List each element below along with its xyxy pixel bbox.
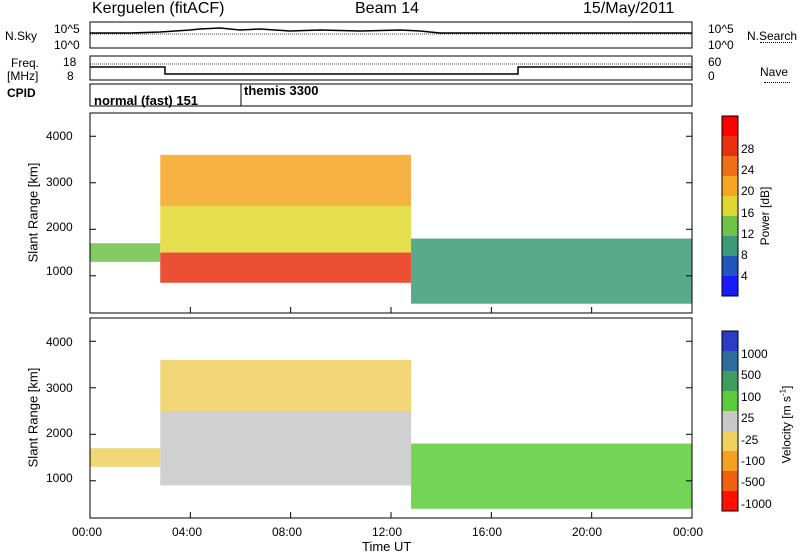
nsearch-legend-line — [760, 38, 792, 43]
power-ytick-3000: 3000 — [46, 175, 73, 189]
colorbar-swatch-1 — [722, 256, 738, 276]
nave-tick-low: 0 — [708, 69, 715, 83]
velocity-panel — [89, 317, 693, 519]
beam-title: Beam 14 — [355, 0, 420, 17]
vel-cbar-tick-m100: -100 — [741, 454, 766, 468]
nsearch-tick-low: 10^0 — [708, 38, 734, 52]
power-ytick-4000: 4000 — [46, 129, 73, 143]
colorbar-swatch-4 — [722, 411, 738, 431]
colorbar-frame — [721, 115, 739, 297]
colorbar-swatch-4 — [722, 196, 738, 216]
freq-tick-high: 18 — [63, 55, 77, 69]
freq-trace — [90, 66, 692, 75]
colorbar-swatch-6 — [722, 156, 738, 176]
vel-cbar-label: Velocity [m s-1] — [778, 375, 794, 475]
freq-tick-low: 8 — [67, 69, 74, 83]
power-cbar-label: Power [dB] — [758, 186, 772, 246]
power-ytick-1000: 1000 — [46, 264, 73, 278]
cpid-mode-themis: themis 3300 — [244, 83, 319, 98]
vel-ytick-4000: 4000 — [46, 335, 73, 349]
colorbar-swatch-3 — [722, 431, 738, 451]
colorbar-swatch-8 — [722, 331, 738, 351]
nsky-panel — [89, 21, 693, 49]
cpid-mode-normal: normal (fast) 151 — [94, 93, 199, 108]
power-cbar-tick-4: 4 — [741, 269, 748, 283]
power-cbar-tick-8: 8 — [741, 248, 748, 262]
power-cbar-tick-24: 24 — [741, 163, 755, 177]
vel-cbar-label-sup: -1 — [778, 388, 788, 397]
echo-region-1 — [160, 411, 412, 486]
vel-ytick-1000: 1000 — [46, 471, 73, 485]
echo-region-3 — [411, 443, 692, 509]
power-cbar-tick-20: 20 — [741, 184, 755, 198]
colorbar-swatch-1 — [722, 471, 738, 491]
freq-panel — [89, 55, 693, 81]
vel-cbar-tick-m1000: -1000 — [741, 497, 772, 511]
vel-cbar-label-end: ] — [779, 385, 794, 389]
vel-cbar-tick-m500: -500 — [741, 475, 766, 489]
echo-region-3 — [160, 154, 412, 207]
velocity-colorbar — [721, 330, 739, 512]
colorbar-swatch-2 — [722, 451, 738, 471]
nsky-trace — [90, 27, 692, 34]
colorbar-swatch-7 — [722, 136, 738, 156]
colorbar-swatch-2 — [722, 236, 738, 256]
echo-region-1 — [160, 252, 412, 283]
nsearch-tick-high: 10^5 — [708, 22, 734, 36]
echo-region-0 — [90, 448, 161, 467]
velocity-ylabel: Slant Range [km] — [25, 367, 41, 468]
vel-cbar-tick-25: 25 — [741, 411, 755, 425]
freq-unit: [MHz] — [7, 69, 39, 83]
nsearch-label: N.Search — [747, 29, 798, 43]
x-axis-label: Time UT — [362, 539, 412, 554]
xtick-6: 00:00 — [673, 525, 704, 539]
echo-region-4 — [411, 238, 692, 304]
nave-label: Nave — [760, 65, 789, 79]
colorbar-swatch-5 — [722, 391, 738, 411]
power-cbar-tick-12: 12 — [741, 227, 755, 241]
xtick-4: 16:00 — [472, 525, 503, 539]
nave-tick-high: 60 — [708, 55, 722, 69]
colorbar-swatch-3 — [722, 216, 738, 236]
colorbar-swatch-0 — [722, 491, 738, 511]
power-cbar-tick-16: 16 — [741, 206, 755, 220]
colorbar-swatch-5 — [722, 176, 738, 196]
power-panel — [89, 112, 693, 314]
colorbar-frame — [721, 330, 739, 512]
cpid-panel — [89, 83, 693, 107]
xtick-2: 08:00 — [272, 525, 303, 539]
nsky-label: N.Sky — [5, 29, 38, 43]
vel-cbar-label-main: Velocity [m s — [779, 396, 794, 464]
date-title: 15/May/2011 — [583, 0, 675, 17]
colorbar-swatch-0 — [722, 276, 738, 296]
vel-cbar-tick-100: 100 — [741, 390, 762, 404]
vel-cbar-tick-500: 500 — [741, 368, 762, 382]
vel-cbar-tick-m25: -25 — [741, 433, 759, 447]
vel-ytick-3000: 3000 — [46, 381, 73, 395]
echo-region-0 — [90, 243, 161, 262]
nave-legend-line — [764, 78, 790, 83]
echo-region-2 — [160, 359, 412, 412]
colorbar-swatch-7 — [722, 351, 738, 371]
colorbar-swatch-8 — [722, 116, 738, 136]
nsky-tick-high: 10^5 — [54, 22, 80, 36]
echo-region-2 — [160, 206, 412, 253]
vel-cbar-tick-1000: 1000 — [741, 347, 768, 361]
xtick-5: 20:00 — [572, 525, 603, 539]
power-ytick-2000: 2000 — [46, 220, 73, 234]
nsky-tick-low: 10^0 — [54, 38, 80, 52]
freq-label: Freq. — [11, 56, 40, 70]
xtick-3: 12:00 — [372, 525, 403, 539]
power-ylabel: Slant Range [km] — [25, 162, 41, 263]
power-colorbar — [721, 115, 739, 297]
vel-ytick-2000: 2000 — [46, 426, 73, 440]
cpid-label: CPID — [7, 86, 36, 100]
station-title: Kerguelen (fitACF) — [92, 0, 225, 17]
xtick-0: 00:00 — [72, 525, 103, 539]
power-cbar-tick-28: 28 — [741, 142, 755, 156]
xtick-1: 04:00 — [172, 525, 203, 539]
colorbar-swatch-6 — [722, 371, 738, 391]
